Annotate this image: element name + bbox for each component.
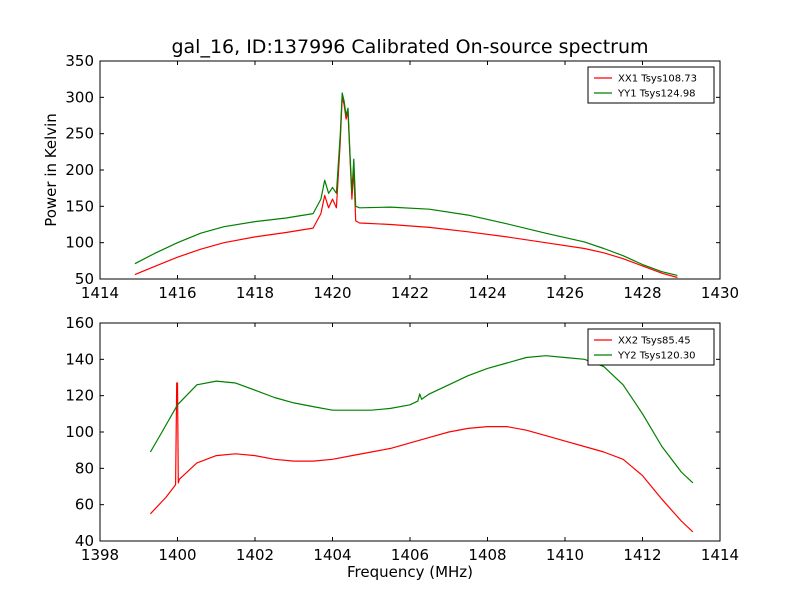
legend: XX1 Tsys108.73 YY1 Tsys124.98 bbox=[587, 66, 715, 104]
x-tick-label: 1428 bbox=[623, 284, 661, 302]
y-tick-label: 250 bbox=[65, 125, 94, 143]
legend-box bbox=[587, 66, 715, 104]
y-tick-label: 140 bbox=[65, 350, 94, 368]
y-tick-label: 350 bbox=[65, 52, 94, 70]
legend: XX2 Tsys85.45 YY2 Tsys120.30 bbox=[587, 328, 715, 366]
series-line-1-1 bbox=[134, 96, 678, 279]
x-tick-label: 1398 bbox=[81, 546, 119, 564]
x-tick-label: 1404 bbox=[313, 546, 351, 564]
legend-box bbox=[587, 328, 715, 366]
chart-panel-2: 1398 1400 1402 1404 1406 1408 1410 1412 1414 40 60… bbox=[65, 314, 739, 581]
chart-panel-1: 1414 1416 1418 1420 1422 1424 1426 1428 1430 50 10… bbox=[42, 52, 739, 302]
x-tick-label: 1400 bbox=[158, 546, 196, 564]
y-tick-label: 120 bbox=[65, 387, 94, 405]
x-tick-label: 1410 bbox=[546, 546, 584, 564]
y-tick-label: 150 bbox=[65, 197, 94, 215]
legend-entry: XX2 Tsys85.45 bbox=[618, 336, 691, 347]
series-line-1-2 bbox=[134, 92, 678, 276]
legend-entry: YY2 Tsys120.30 bbox=[617, 351, 696, 362]
x-tick-label: 1430 bbox=[701, 284, 739, 302]
x-tick-label: 1414 bbox=[701, 546, 739, 564]
legend-entry: YY1 Tsys124.98 bbox=[617, 89, 696, 100]
y-tick-label: 60 bbox=[75, 496, 94, 514]
x-tick-label: 1424 bbox=[468, 284, 506, 302]
y-tick-label: 100 bbox=[65, 234, 94, 252]
x-tick-label: 1416 bbox=[158, 284, 196, 302]
x-tick-label: 1426 bbox=[546, 284, 584, 302]
y-tick-label: 160 bbox=[65, 314, 94, 332]
x-tick-label: 1408 bbox=[468, 546, 506, 564]
y-tick-label: 100 bbox=[65, 423, 94, 441]
x-tick-label: 1412 bbox=[623, 546, 661, 564]
y-tick-label: 80 bbox=[75, 459, 94, 477]
series-line-2-1 bbox=[149, 382, 694, 533]
y-tick-label: 40 bbox=[75, 532, 94, 550]
x-tick-label: 1422 bbox=[391, 284, 429, 302]
y-tick-label: 200 bbox=[65, 161, 94, 179]
legend-entry: XX1 Tsys108.73 bbox=[618, 74, 697, 85]
panels: 1414 1416 1418 1420 1422 1424 1426 1428 1430 50 10… bbox=[42, 52, 739, 581]
x-tick-label: 1414 bbox=[81, 284, 119, 302]
y-tick-label: 50 bbox=[75, 270, 94, 288]
y-tick-label: 300 bbox=[65, 88, 94, 106]
x-tick-label: 1406 bbox=[391, 546, 429, 564]
x-axis-label: Frequency (MHz) bbox=[347, 563, 473, 581]
chart-title: gal_16, ID:137996 Calibrated On-source s… bbox=[171, 36, 648, 58]
x-tick-label: 1418 bbox=[236, 284, 274, 302]
x-tick-label: 1402 bbox=[236, 546, 274, 564]
y-axis-label: Power in Kelvin bbox=[42, 113, 60, 227]
x-tick-label: 1420 bbox=[313, 284, 351, 302]
